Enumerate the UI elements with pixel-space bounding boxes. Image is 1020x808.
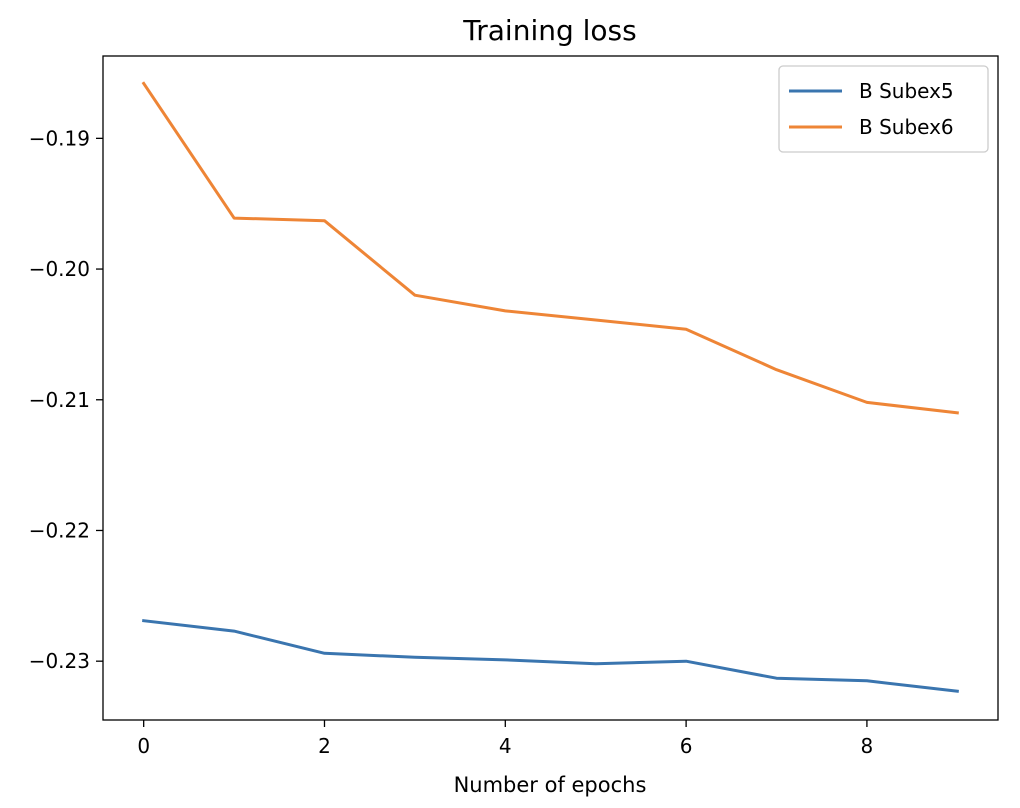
x-tick-label: 2 — [318, 734, 331, 758]
x-tick-label: 8 — [861, 734, 874, 758]
legend: B Subex5 B Subex6 — [778, 65, 989, 153]
series-line-1 — [142, 619, 959, 693]
x-axis: 0 2 4 6 8 — [137, 720, 873, 758]
y-tick-label: −0.23 — [29, 649, 90, 673]
y-tick-label: −0.20 — [29, 257, 90, 281]
x-tick-label: 0 — [137, 734, 150, 758]
legend-box — [778, 65, 989, 153]
legend-label: B Subex6 — [859, 115, 954, 139]
y-tick-label: −0.22 — [29, 518, 90, 542]
y-tick-label: −0.19 — [29, 126, 90, 150]
x-tick-label: 6 — [680, 734, 693, 758]
y-tick-label: −0.21 — [29, 388, 90, 412]
x-tick-label: 4 — [499, 734, 512, 758]
series-line-2 — [141, 81, 959, 415]
chart-title: Training loss — [462, 14, 636, 47]
plot-frame — [102, 55, 999, 721]
y-axis: −0.19 −0.20 −0.21 −0.22 −0.23 — [29, 126, 103, 673]
plot-series — [141, 81, 959, 693]
legend-label: B Subex5 — [859, 79, 954, 103]
x-axis-label: Number of epochs — [454, 773, 647, 797]
